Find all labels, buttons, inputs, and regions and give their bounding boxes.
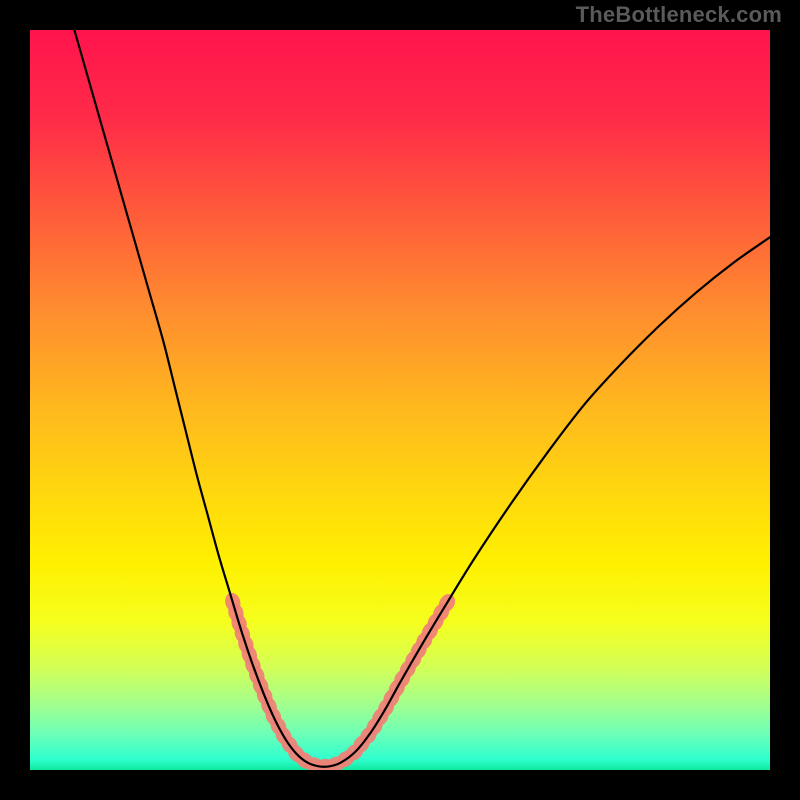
frame-border-left bbox=[0, 0, 30, 800]
frame-border-bottom bbox=[0, 770, 800, 800]
chart-svg bbox=[0, 0, 800, 800]
chart-frame: TheBottleneck.com bbox=[0, 0, 800, 800]
watermark-text: TheBottleneck.com bbox=[576, 2, 782, 28]
frame-border-right bbox=[770, 0, 800, 800]
chart-background bbox=[30, 30, 770, 770]
